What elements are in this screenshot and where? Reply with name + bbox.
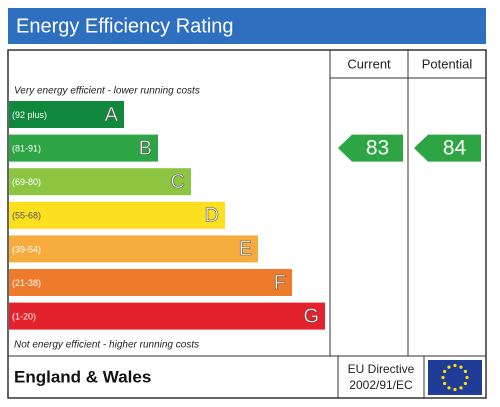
band-bar [9,302,325,330]
flag-star [459,386,463,390]
flag-star [453,387,457,392]
bands: (92 plus) A (81-91) B (69-80) C (55-68) D (39-54… [9,101,481,330]
top-note: Very energy efficient - lower running co… [14,86,200,97]
title-bar [8,8,486,44]
rating-value: 83 [366,137,389,160]
directive: EU Directive [348,362,415,376]
flag-star [447,386,451,390]
band-letter: G [303,305,319,327]
band-letter: A [105,104,119,126]
flag-star [453,363,457,368]
column-header: Potential [422,56,473,71]
band-bar [9,201,225,229]
band-bar [9,101,124,128]
band-letter: F [274,272,286,294]
flag-star [443,381,447,386]
frame [7,49,487,399]
region: England & Wales [14,367,151,386]
column-header: Current [347,56,391,71]
band-bar [9,235,258,263]
band-letter: E [239,238,252,260]
flag-star [441,375,445,380]
band-letter: C [171,171,185,193]
band-range: (81-91) [12,143,41,153]
band-range: (39-54) [12,244,41,254]
flag-star [463,369,467,374]
flag-star [463,381,467,386]
flag-star [447,365,451,369]
flag-star [465,375,469,380]
band-range: (92 plus) [12,110,47,120]
band-letter: D [205,205,219,227]
rating-value: 84 [443,137,467,160]
title: Energy Efficiency Rating [16,15,234,37]
bottom-note: Not energy efficient - higher running co… [14,340,199,351]
band-range: (55-68) [12,211,41,221]
band-bar [9,134,158,162]
band-bar [9,168,191,196]
band-letter: B [139,137,152,159]
eu-flag [428,360,482,395]
rating-arrow [414,134,481,162]
flag-star [459,365,463,369]
band-bar [9,269,292,296]
band-range: (21-38) [12,278,41,288]
band-range: (69-80) [12,177,41,187]
rating-arrow [338,134,403,162]
directive-code: 2002/91/EC [349,378,413,392]
flag-star [443,369,447,374]
band-range: (1-20) [12,311,36,321]
